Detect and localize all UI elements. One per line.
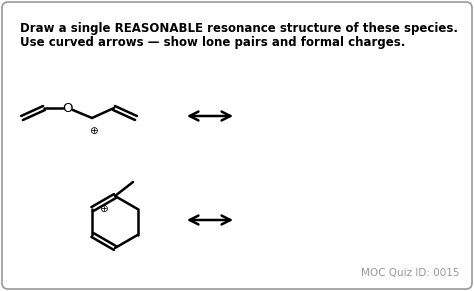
Text: MOC Quiz ID: 0015: MOC Quiz ID: 0015 [362, 268, 460, 278]
Text: O: O [63, 102, 73, 114]
FancyBboxPatch shape [2, 2, 472, 289]
Text: Use curved arrows — show lone pairs and formal charges.: Use curved arrows — show lone pairs and … [20, 36, 405, 49]
Text: Draw a single REASONABLE resonance structure of these species.: Draw a single REASONABLE resonance struc… [20, 22, 458, 35]
Text: ⊕: ⊕ [89, 126, 97, 136]
Text: ⊕: ⊕ [99, 204, 108, 214]
